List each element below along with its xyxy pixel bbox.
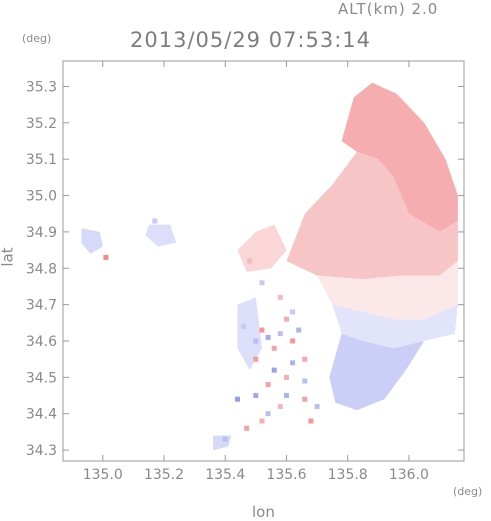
velocity-gate-14 <box>277 294 283 300</box>
velocity-gate-5 <box>302 356 308 362</box>
x-axis-unit: (deg) <box>453 485 483 498</box>
velocity-region-6 <box>81 228 103 254</box>
velocity-gate-0 <box>259 327 265 333</box>
velocity-gate-7 <box>284 374 289 380</box>
y-tick-label: 34.4 <box>26 407 57 423</box>
velocity-gate-30 <box>259 280 265 286</box>
velocity-gate-1 <box>271 345 277 351</box>
datetime-title: 2013/05/29 07:53:14 <box>130 28 372 52</box>
velocity-gate-29 <box>290 309 296 315</box>
x-tick-label: 136.0 <box>389 467 429 483</box>
y-tick-label: 34.8 <box>26 261 57 277</box>
velocity-gate-16 <box>265 334 271 340</box>
velocity-gate-2 <box>284 316 289 322</box>
altitude-label: ALT(km) 2.0 <box>338 0 439 18</box>
velocity-gate-18 <box>296 327 302 333</box>
velocity-region-2 <box>317 261 458 320</box>
velocity-gate-10 <box>308 418 314 424</box>
velocity-gate-21 <box>290 360 296 366</box>
velocity-region-8 <box>213 435 232 451</box>
velocity-gate-6 <box>265 382 271 388</box>
velocity-gate-8 <box>302 396 308 402</box>
x-tick-label: 135.6 <box>266 467 306 483</box>
velocity-gate-32 <box>152 218 158 224</box>
velocity-gate-17 <box>277 331 283 337</box>
x-axis-label: lon <box>252 503 275 521</box>
velocity-gate-13 <box>103 254 109 260</box>
velocity-gate-11 <box>259 418 265 424</box>
velocity-gates <box>103 218 320 442</box>
velocity-region-1 <box>286 151 458 280</box>
y-tick-label: 34.5 <box>26 370 57 386</box>
velocity-gate-23 <box>253 393 259 398</box>
x-tick-label: 135.8 <box>328 467 368 483</box>
x-tick-label: 135.4 <box>205 467 245 483</box>
velocity-gate-12 <box>244 425 250 431</box>
x-tick-label: 135.0 <box>83 467 123 483</box>
y-tick-label: 34.3 <box>26 443 57 459</box>
x-axis-ticks: 135.0 135.2 135.4 135.6 135.8 136.0 <box>83 61 429 483</box>
velocity-gate-31 <box>222 436 228 442</box>
plot-frame <box>62 60 465 462</box>
velocity-gate-26 <box>235 396 240 402</box>
y-tick-label: 35.3 <box>26 79 57 95</box>
y-tick-label: 34.6 <box>26 334 57 350</box>
velocity-region-9 <box>237 297 262 371</box>
velocity-gate-20 <box>271 367 277 373</box>
velocity-gate-15 <box>247 258 253 264</box>
velocity-region-7 <box>145 224 177 247</box>
velocity-region-5 <box>237 224 287 272</box>
y-tick-label: 35.0 <box>26 189 57 205</box>
velocity-gate-22 <box>302 378 308 384</box>
velocity-gate-24 <box>284 393 289 398</box>
velocity-gate-3 <box>253 356 259 362</box>
velocity-gate-9 <box>277 404 283 409</box>
velocity-region-3 <box>332 304 458 349</box>
velocity-regions <box>81 82 458 451</box>
y-axis-unit: (deg) <box>22 32 52 45</box>
y-tick-label: 35.1 <box>26 152 57 168</box>
y-tick-label: 34.9 <box>26 225 57 241</box>
y-tick-label: 35.2 <box>26 116 57 132</box>
velocity-gate-25 <box>314 404 320 409</box>
velocity-region-0 <box>341 82 458 232</box>
y-axis-ticks: 34.3 34.4 34.5 34.6 34.7 34.8 34.9 35.0 35.1 35.2… <box>26 79 464 459</box>
velocity-gate-19 <box>253 338 259 344</box>
y-tick-label: 34.7 <box>26 298 57 314</box>
x-tick-label: 135.2 <box>144 467 184 483</box>
velocity-gate-27 <box>265 411 271 417</box>
velocity-gate-28 <box>241 324 247 329</box>
velocity-region-4 <box>329 333 425 411</box>
velocity-gate-4 <box>290 338 296 344</box>
